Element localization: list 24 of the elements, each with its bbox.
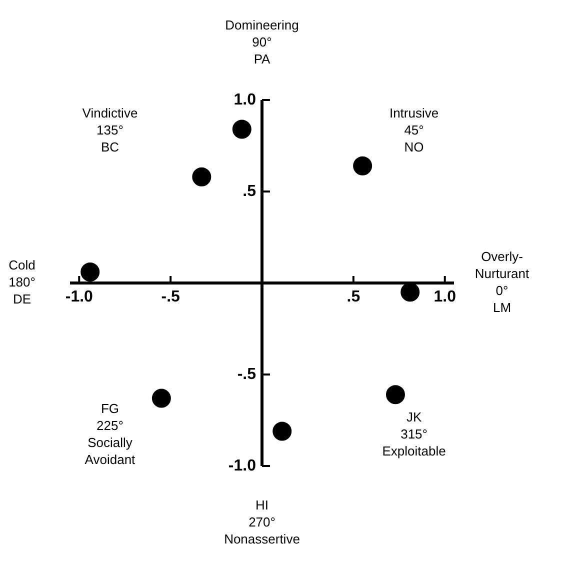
x-tick-label: -1.0 [65,288,94,306]
y-tick-label: 1.0 [234,91,256,108]
text: Overly- Nurturant 0° LM [474,249,530,316]
y-tick-label: .5 [242,182,256,200]
annotation: Vindictive 135° BC [82,106,138,155]
y-tick-label: -1.0 [228,457,256,474]
point [232,120,252,139]
point [400,282,420,302]
text: Cold 180° DE [8,258,36,307]
text: Domineering 90° PA [225,18,299,67]
point [386,385,405,404]
point [80,262,100,282]
point [272,422,292,441]
x-tick-label: 1.0 [434,288,456,306]
point [192,167,212,186]
annotation: Intrusive 45° NO [389,106,439,155]
point [152,388,171,408]
x-tick-label: .5 [346,288,360,306]
annotation: FG 225° Socially Avoidant [84,401,136,468]
x-tick-label: -.5 [161,288,180,306]
text: HI 270° Nonassertive [224,498,300,547]
y-tick-label: -.5 [237,366,256,383]
annotation: JK 315° Exploitable [382,410,446,459]
point [353,156,372,176]
